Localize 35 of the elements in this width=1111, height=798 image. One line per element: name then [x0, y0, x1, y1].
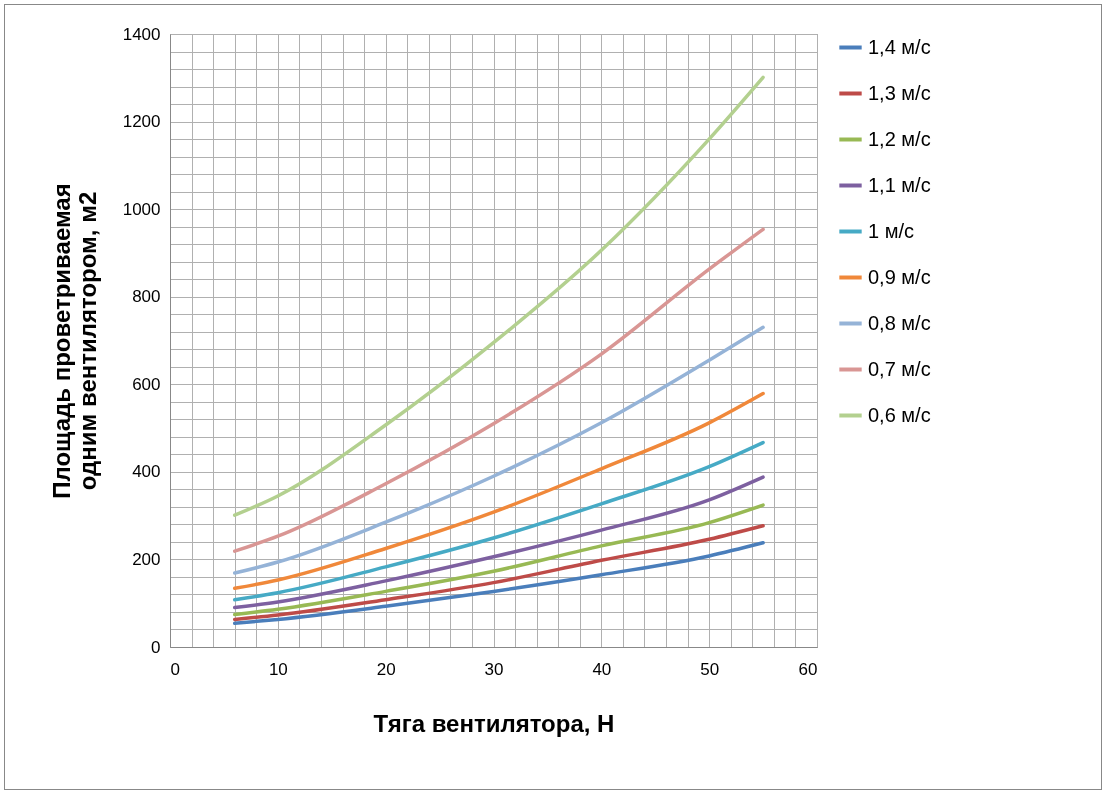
legend-label: 0,8 м/с [868, 311, 931, 334]
x-tick-label: 60 [798, 659, 818, 679]
y-tick-label: 800 [132, 287, 161, 307]
y-tick-label: 1400 [122, 24, 161, 44]
line-series [232, 523, 765, 622]
legend-label: 1,3 м/с [868, 81, 931, 104]
y-tick-label: 600 [132, 374, 161, 394]
y-axis-title: Площадь проветриваемая одним вентилятором, м2 [47, 183, 101, 499]
line-series [232, 440, 765, 602]
legend-label: 0,6 м/с [868, 403, 931, 426]
line-series [232, 503, 765, 617]
legend-label: 0,7 м/с [868, 357, 931, 380]
x-axis-title: Тяга вентилятора, Н [373, 709, 615, 737]
x-tick-label: 20 [376, 659, 396, 679]
line-series [232, 541, 765, 626]
line-series [232, 391, 765, 591]
x-tick-label: 10 [268, 659, 288, 679]
legend-label: 1,1 м/с [868, 173, 931, 196]
y-tick-label: 1000 [122, 199, 161, 219]
line-series [232, 227, 765, 553]
line-series [232, 475, 765, 610]
y-tick-label: 200 [132, 549, 161, 569]
line-series [232, 325, 765, 575]
y-tick-label: 1200 [122, 112, 161, 132]
x-tick-label: 30 [484, 659, 504, 679]
legend-label: 1,2 м/с [868, 127, 931, 150]
y-tick-label: 400 [132, 462, 161, 482]
x-tick-label: 50 [700, 659, 720, 679]
x-tick-label: 0 [170, 659, 180, 679]
x-tick-label: 40 [592, 659, 612, 679]
line-series [232, 75, 765, 517]
legend-label: 0,9 м/с [868, 265, 931, 288]
legend-label: 1 м/с [868, 219, 914, 242]
y-tick-label: 0 [151, 637, 161, 657]
legend-label: 1,4 м/с [868, 35, 931, 58]
